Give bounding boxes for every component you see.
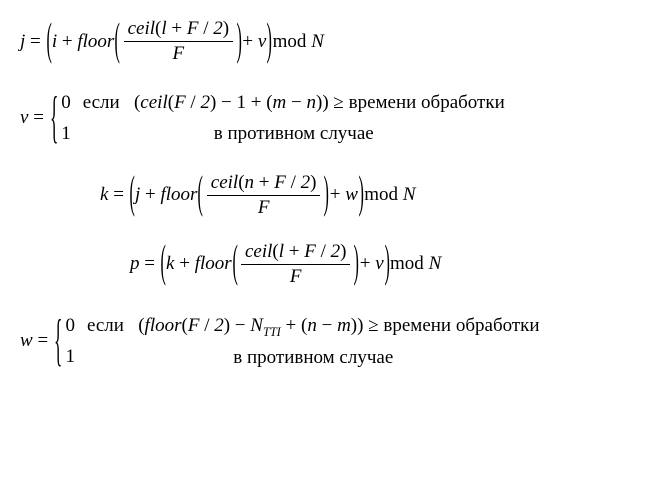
equation-j: j = ( i + floor ( ceil(l + F / 2) F ) + … (20, 18, 626, 65)
lhs: k (100, 184, 108, 206)
cases-values: 0 1 (61, 87, 71, 150)
var-v: v (258, 31, 266, 53)
func-floor: floor (77, 31, 114, 53)
eq-sign: = (25, 31, 45, 53)
denominator: F (124, 42, 233, 65)
var-N: N (311, 31, 324, 53)
mod: mod (273, 31, 307, 53)
fraction: ceil(l + F / 2) F (241, 241, 350, 288)
paren-close: ) (267, 15, 272, 68)
equation-p: p = ( k + floor ( ceil(l + F / 2) F ) + … (130, 241, 626, 288)
paren-close: ) (237, 15, 242, 68)
fraction: ceil(l + F / 2) F (124, 18, 233, 65)
paren-open: ( (46, 15, 51, 68)
lhs: w (20, 330, 33, 352)
paren-open: ( (115, 15, 120, 68)
numerator: ceil(l + F / 2) (124, 18, 233, 42)
cases: { 0 1 если (ceil(F / 2) − 1 + (m − n)) ≥… (49, 87, 505, 150)
equation-w: w = { 0 1 если (floor(F / 2) − NTTI + (n… (20, 310, 626, 374)
equation-v: v = { 0 1 если (ceil(F / 2) − 1 + (m − n… (20, 87, 626, 150)
cases-conditions: если (ceil(F / 2) − 1 + (m − n)) ≥ време… (83, 87, 505, 150)
equation-k: k = ( j + floor ( ceil(n + F / 2) F ) + … (100, 172, 626, 219)
lhs: p (130, 253, 140, 275)
lhs: v (20, 107, 28, 129)
fraction: ceil(n + F / 2) F (207, 172, 321, 219)
brace: { (50, 85, 58, 153)
cases: { 0 1 если (floor(F / 2) − NTTI + (n − m… (53, 310, 540, 374)
